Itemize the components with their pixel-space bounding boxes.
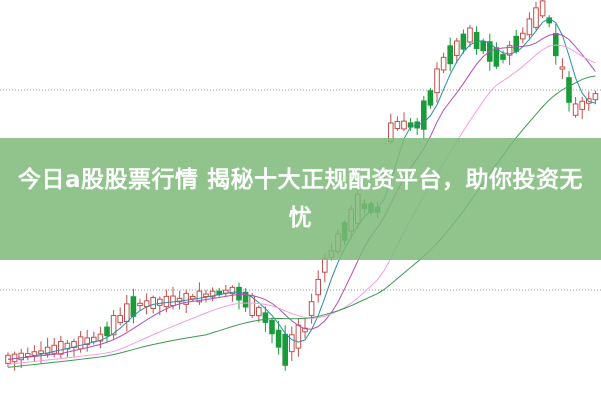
candle-body bbox=[526, 18, 533, 36]
candle-body bbox=[559, 66, 566, 70]
candle-body bbox=[64, 342, 71, 350]
candle-body bbox=[104, 326, 110, 337]
candle-body bbox=[322, 258, 328, 273]
candle-body bbox=[315, 278, 321, 296]
moving-average-short bbox=[7, 17, 596, 360]
candle-body bbox=[460, 33, 467, 50]
candle-body bbox=[506, 45, 513, 56]
candle-body bbox=[176, 297, 183, 303]
candle-body bbox=[467, 27, 473, 43]
candle-body bbox=[130, 296, 137, 317]
candle-body bbox=[242, 291, 249, 308]
candle-body bbox=[500, 54, 506, 60]
candle-body bbox=[11, 353, 18, 363]
candle-body bbox=[143, 300, 150, 308]
candle-body bbox=[163, 295, 170, 308]
candle-body bbox=[110, 315, 117, 336]
candle-body bbox=[256, 307, 262, 317]
candle-body bbox=[493, 47, 500, 67]
moving-average-mid bbox=[7, 33, 596, 360]
moving-average-pink bbox=[7, 44, 596, 365]
candle-body bbox=[513, 35, 520, 52]
candle-body bbox=[447, 45, 453, 65]
candle-body bbox=[236, 286, 242, 301]
candle-body bbox=[117, 315, 124, 323]
candle-body bbox=[427, 90, 434, 106]
candle-body bbox=[473, 31, 480, 50]
candle-body bbox=[38, 350, 44, 354]
candle-body bbox=[51, 344, 58, 354]
candle-body bbox=[183, 292, 189, 305]
candle-body bbox=[434, 68, 440, 94]
candle-body bbox=[44, 346, 51, 355]
candle-body bbox=[71, 341, 77, 348]
candle-body bbox=[124, 303, 130, 323]
candle-body bbox=[533, 7, 539, 28]
candle-body bbox=[77, 336, 84, 350]
candle-body bbox=[209, 290, 216, 298]
candle-body bbox=[170, 295, 176, 307]
candle-body bbox=[308, 301, 315, 316]
candle-body bbox=[539, 0, 546, 17]
candle-body bbox=[150, 296, 156, 310]
candle-body bbox=[157, 298, 163, 306]
banner-title: 今日a股股票行情 揭秘十大正规配资平台，助你投资无忧 bbox=[17, 167, 584, 231]
candle-body bbox=[421, 100, 427, 130]
candle-body bbox=[137, 302, 143, 307]
candle-body bbox=[190, 295, 196, 300]
candle-body bbox=[269, 319, 275, 335]
candle-body bbox=[394, 120, 401, 130]
candle-body bbox=[302, 327, 308, 333]
candle-body bbox=[401, 120, 407, 130]
candle-body bbox=[84, 337, 91, 345]
candle-body bbox=[196, 290, 203, 303]
candle-body bbox=[572, 103, 579, 116]
candle-body bbox=[25, 353, 31, 357]
candle-body bbox=[520, 32, 526, 40]
title-banner: 今日a股股票行情 揭秘十大正规配资平台，助你投资无忧 bbox=[0, 138, 601, 260]
candle-body bbox=[454, 40, 460, 56]
candle-body bbox=[480, 40, 486, 52]
candle-body bbox=[440, 56, 447, 71]
candle-body bbox=[282, 333, 288, 366]
candle-body bbox=[262, 312, 269, 323]
candle-body bbox=[579, 100, 586, 110]
candle-body bbox=[203, 293, 209, 298]
candle-body bbox=[275, 329, 282, 348]
candle-body bbox=[97, 333, 104, 342]
candle-body bbox=[592, 93, 599, 101]
candle-body bbox=[229, 286, 236, 295]
candle-body bbox=[58, 340, 64, 355]
candle-body bbox=[566, 77, 572, 103]
candle-body bbox=[295, 324, 302, 349]
candle-body bbox=[18, 352, 24, 361]
candle-body bbox=[289, 334, 295, 353]
